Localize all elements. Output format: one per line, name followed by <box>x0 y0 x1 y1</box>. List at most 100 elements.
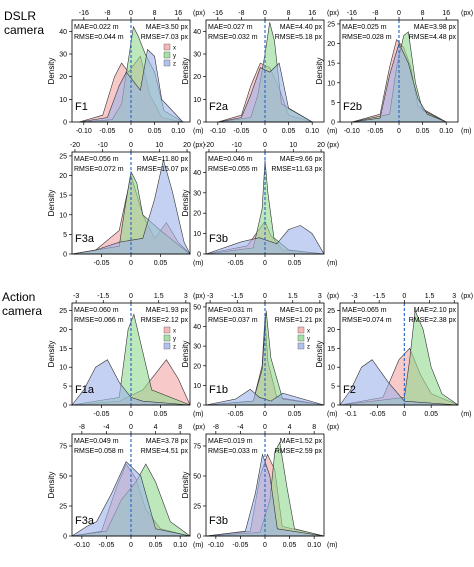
y-tick-label: 0 <box>331 120 335 127</box>
top-tick-label: 0 <box>263 293 267 300</box>
panel-name: F2a <box>209 101 229 113</box>
density-area-z <box>70 461 191 537</box>
legend-label-y: y <box>173 54 176 60</box>
y-tick-label: 20 <box>327 41 335 48</box>
rmse-px-annotation: RMSE=2.59 px <box>275 448 323 455</box>
y-tick-label: 10 <box>59 212 67 219</box>
panel-name: F1a <box>75 384 95 396</box>
y-tick-label: 0 <box>331 403 335 410</box>
y-tick-label: 0 <box>197 534 201 541</box>
mae-m-annotation: MAE=0.025 m <box>342 24 387 31</box>
section-label-dslr-line1: DSLR <box>4 9 36 23</box>
density-panel-action-F1b: -0.05 0 0.05 (m)-3 -1.5 0 1.5 3 (px)01020304050D… <box>181 293 339 418</box>
top-tick-label: -3 <box>73 293 79 300</box>
y-tick-label: 10 <box>193 383 201 390</box>
top-tick-label: -1.5 <box>231 293 243 300</box>
rmse-m-annotation: RMSE=0.072 m <box>74 166 124 173</box>
x-axis-unit-m: (m) <box>327 542 338 549</box>
top-tick-label: -4 <box>103 424 109 431</box>
series-legend: xyz <box>163 326 176 351</box>
mae-px-annotation: MAE=3.78 px <box>146 438 189 445</box>
x-axis-unit-m: (m) <box>193 128 204 135</box>
x-tick-label: -0.10 <box>210 128 226 135</box>
y-tick-label: 0 <box>197 252 201 259</box>
rmse-m-annotation: RMSE=0.028 m <box>342 34 392 41</box>
top-tick-label: 3 <box>318 293 322 300</box>
panel-name: F3b <box>209 233 228 245</box>
series-legend: xyz <box>297 326 310 351</box>
y-tick-label: 0 <box>197 403 201 410</box>
y-tick-label: 25 <box>327 308 335 315</box>
y-tick-label: 10 <box>327 80 335 87</box>
top-tick-label: 3 <box>184 293 188 300</box>
x-tick-label: -0.10 <box>208 542 224 549</box>
top-tick-label: 4 <box>288 424 292 431</box>
legend-label-x: x <box>307 329 310 335</box>
y-axis-label: Density <box>181 341 190 368</box>
y-axis-label: Density <box>47 341 56 368</box>
y-tick-label: 25 <box>59 308 67 315</box>
x-axis-unit-px: (px) <box>327 10 339 17</box>
top-tick-label: 0 <box>129 293 133 300</box>
top-tick-label: -8 <box>213 424 219 431</box>
x-axis-unit-m: (m) <box>461 411 472 418</box>
y-tick-label: 20 <box>59 173 67 180</box>
x-tick-label: 0.05 <box>282 128 296 135</box>
legend-label-y: y <box>173 337 176 343</box>
top-tick-label: 16 <box>308 10 316 17</box>
y-axis-label: Density <box>181 190 190 217</box>
density-area-z <box>71 159 191 255</box>
legend-label-x: x <box>173 329 176 335</box>
y-tick-label: 0 <box>63 120 67 127</box>
y-tick-label: 30 <box>193 344 201 351</box>
y-tick-label: 40 <box>59 29 67 36</box>
y-tick-label: 25 <box>193 504 201 511</box>
top-tick-label: -8 <box>79 424 85 431</box>
x-tick-label: -0.05 <box>99 128 115 135</box>
panel-name: F3a <box>75 233 95 245</box>
density-area-z <box>205 225 325 255</box>
y-tick-label: 10 <box>59 365 67 372</box>
x-tick-label: -0.05 <box>370 411 386 418</box>
rmse-px-annotation: RMSE=2.38 px <box>409 317 457 324</box>
density-area-z <box>339 359 459 406</box>
legend-swatch-x <box>163 326 171 334</box>
legend-swatch-x <box>297 326 305 334</box>
rmse-px-annotation: RMSE=5.18 px <box>275 34 323 41</box>
legend-label-z: z <box>307 345 310 351</box>
y-tick-label: 20 <box>193 211 201 218</box>
x-tick-label: 0.10 <box>305 128 319 135</box>
legend-swatch-z <box>297 342 305 350</box>
y-tick-label: 10 <box>327 365 335 372</box>
y-tick-label: 50 <box>193 304 201 311</box>
panel-name: F1 <box>75 101 88 113</box>
top-tick-label: 0 <box>263 10 267 17</box>
top-tick-label: -20 <box>70 142 80 149</box>
x-tick-label: -0.05 <box>228 411 244 418</box>
density-area-z <box>71 359 191 406</box>
legend-swatch-z <box>163 59 171 67</box>
top-tick-label: 0 <box>402 293 406 300</box>
mae-m-annotation: MAE=0.019 m <box>208 438 253 445</box>
x-tick-label: 0 <box>263 260 267 267</box>
top-tick-label: -3 <box>207 293 213 300</box>
mae-m-annotation: MAE=0.022 m <box>74 24 119 31</box>
x-tick-label: -0.05 <box>94 260 110 267</box>
mae-px-annotation: MAE=2.10 px <box>414 307 457 314</box>
top-tick-label: -4 <box>237 424 243 431</box>
top-tick-label: -1.5 <box>373 293 385 300</box>
rmse-px-annotation: RMSE=15.07 px <box>137 166 189 173</box>
x-tick-label: 0 <box>129 411 133 418</box>
x-axis-unit-px: (px) <box>193 293 205 300</box>
y-tick-label: 0 <box>63 403 67 410</box>
y-tick-label: 0 <box>63 534 67 541</box>
density-area-y <box>339 309 459 406</box>
y-axis-label: Density <box>181 58 190 85</box>
rmse-px-annotation: RMSE=7.03 px <box>141 34 189 41</box>
x-axis-unit-px: (px) <box>327 293 339 300</box>
section-label-action-line1: Action <box>2 290 35 304</box>
top-tick-label: 8 <box>312 424 316 431</box>
top-tick-label: -10 <box>98 142 108 149</box>
x-tick-label: 0.05 <box>154 260 168 267</box>
